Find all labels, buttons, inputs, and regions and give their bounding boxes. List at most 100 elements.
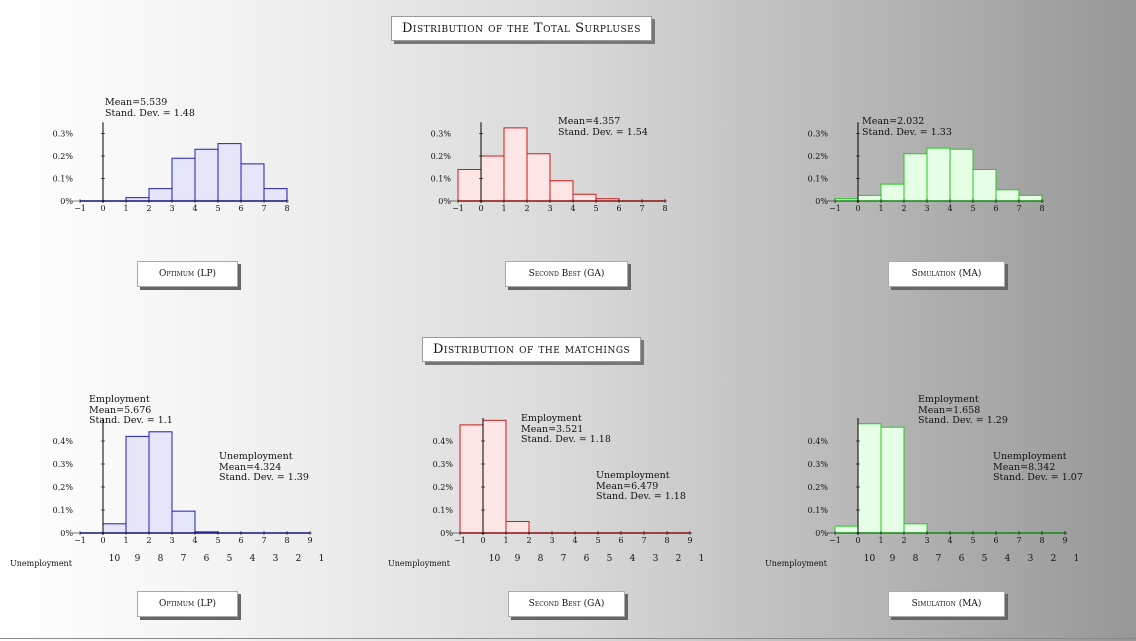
- x-tick-label: 6: [993, 536, 998, 545]
- mean-text: Mean=5.676: [89, 404, 152, 416]
- x-tick-label: 1: [503, 536, 508, 545]
- histogram-bar: [480, 155, 505, 202]
- x-tick-label: 2: [526, 536, 531, 545]
- x-tick-label: 0: [100, 204, 105, 213]
- x-tick-label: 4: [947, 204, 952, 213]
- x-tick-label: −1: [454, 536, 466, 545]
- x-tick-label: 4: [192, 204, 197, 213]
- y-tick-label: 0.2%: [53, 152, 74, 161]
- unemployment-tick-label: 4: [630, 554, 636, 564]
- x-tick-label: 1: [878, 536, 883, 545]
- histogram-surplus-simulation: −1 0 1 2 3 4 5 6 7 8 0% 0.1% 0.2% 0.3%: [808, 122, 1045, 213]
- unemployment-axis-label: Unemployment: [765, 559, 827, 568]
- histogram-bar: [459, 424, 484, 534]
- y-tick-label: 0.4%: [433, 437, 454, 446]
- sd-text: Stand. Dev. = 1.29: [918, 415, 1008, 426]
- unemployment-tick-label: 10: [489, 554, 501, 564]
- x-tick-label: 3: [924, 204, 929, 213]
- histogram-bar: [834, 525, 859, 534]
- caption-second-best: Second Best (GA): [505, 261, 628, 287]
- histogram-matching-second-best: −1 0 1 2 3 4 5 6 7 8 90%0.1%0.2%0.3%0.4%10 9 8 7 6 5 4 3 2…: [433, 418, 704, 564]
- x-tick-label: 6: [616, 204, 621, 213]
- mean-text: Mean=4.324: [219, 461, 282, 473]
- histogram-surplus-optimum: −1 0 1 2 3 4 5 6 7 8 0% 0.1% 0.2% 0.3%: [53, 122, 290, 213]
- unemployment-stats: Unemployment Mean=4.324 Stand. Dev. = 1.…: [219, 451, 309, 484]
- x-tick-label: 0: [480, 536, 485, 545]
- x-tick-label: 5: [595, 536, 600, 545]
- histogram-bar: [549, 180, 574, 202]
- unemployment-title: Unemployment: [219, 451, 293, 462]
- x-tick-label: −1: [74, 536, 86, 545]
- employment-stats: Employment Mean=3.521 Stand. Dev. = 1.18: [521, 413, 611, 446]
- x-tick-label: −1: [829, 536, 841, 545]
- histogram-bar: [949, 148, 974, 202]
- unemployment-tick-label: 5: [227, 554, 233, 564]
- y-tick-label: 0.1%: [433, 506, 454, 515]
- x-tick-label: 4: [192, 536, 197, 545]
- y-tick-label: 0%: [60, 197, 73, 206]
- unemployment-title: Unemployment: [993, 451, 1067, 462]
- unemployment-tick-label: 9: [135, 554, 141, 564]
- histogram-bar: [217, 143, 242, 202]
- employment-title: Employment: [521, 413, 582, 424]
- employment-stats: Employment Mean=1.658 Stand. Dev. = 1.29: [918, 394, 1008, 427]
- x-tick-label: 9: [307, 536, 312, 545]
- histogram-bar: [526, 153, 551, 202]
- sd-text: Stand. Dev. = 1.07: [993, 472, 1083, 483]
- x-tick-label: 7: [261, 204, 266, 213]
- unemployment-title: Unemployment: [596, 470, 670, 481]
- histogram-surplus-second-best: −1 0 1 2 3 4 5 6 7 8 0% 0.1% 0.2% 0.3%: [431, 122, 668, 213]
- y-tick-label: 0.1%: [53, 506, 74, 515]
- sd-text: Stand. Dev. = 1.33: [862, 126, 952, 138]
- x-tick-label: 9: [1062, 536, 1067, 545]
- x-tick-label: 2: [146, 204, 151, 213]
- histogram-bar: [972, 169, 997, 202]
- x-tick-label: 4: [947, 536, 952, 545]
- x-tick-label: 0: [855, 204, 860, 213]
- histogram-bar: [102, 523, 127, 534]
- mean-text: Mean=2.032: [862, 116, 925, 127]
- x-tick-label: 8: [662, 204, 667, 213]
- y-tick-label: 0.3%: [808, 130, 829, 139]
- employment-title: Employment: [918, 394, 979, 405]
- x-tick-label: 8: [664, 536, 669, 545]
- histogram-bar: [1018, 194, 1043, 202]
- x-tick-label: 5: [593, 204, 598, 213]
- mean-text: Mean=5.539: [105, 97, 168, 108]
- histogram-bar: [572, 193, 597, 202]
- sd-text: Stand. Dev. = 1.54: [558, 126, 648, 138]
- histogram-bar: [903, 153, 928, 202]
- stats-annotation: Mean=4.357 Stand. Dev. = 1.54: [558, 116, 648, 138]
- unemployment-tick-label: 6: [959, 554, 965, 564]
- y-tick-label: 0.3%: [53, 130, 74, 139]
- unemployment-tick-label: 8: [538, 554, 544, 564]
- mean-text: Mean=8.342: [993, 461, 1056, 473]
- employment-stats: Employment Mean=5.676 Stand. Dev. = 1.1: [89, 394, 173, 427]
- unemployment-tick-label: 6: [584, 554, 590, 564]
- sd-text: Stand. Dev. = 1.48: [105, 107, 195, 119]
- unemployment-tick-label: 7: [181, 554, 187, 564]
- bottom-divider: [0, 638, 1136, 639]
- unemployment-tick-label: 7: [561, 554, 567, 564]
- mean-text: Mean=3.521: [521, 423, 584, 435]
- y-tick-label: 0.1%: [808, 506, 829, 515]
- unemployment-tick-label: 6: [204, 554, 210, 564]
- histogram-matching-optimum: −1 0 1 2 3 4 5 6 7 8 90%0.1%0.2%0.3%0.4%10 9 8 7 6 5 4 3 2…: [53, 418, 324, 564]
- histogram-bar: [240, 163, 265, 202]
- y-tick-label: 0.2%: [433, 483, 454, 492]
- caption-optimum: Optimum (LP): [137, 261, 238, 287]
- x-tick-label: 4: [570, 204, 575, 213]
- histogram-bar: [505, 521, 530, 534]
- unemployment-tick-label: 9: [890, 554, 896, 564]
- x-tick-label: 0: [478, 204, 483, 213]
- y-tick-label: 0%: [60, 529, 73, 538]
- mean-text: Mean=4.357: [558, 116, 621, 127]
- x-tick-label: 5: [215, 536, 220, 545]
- x-tick-label: 9: [687, 536, 692, 545]
- y-tick-label: 0.1%: [53, 175, 74, 184]
- mean-text: Mean=1.658: [918, 404, 981, 416]
- x-tick-label: 5: [970, 536, 975, 545]
- unemployment-stats: Unemployment Mean=6.479 Stand. Dev. = 1.…: [596, 470, 686, 503]
- y-tick-label: 0.3%: [53, 460, 74, 469]
- mean-text: Mean=6.479: [596, 480, 659, 492]
